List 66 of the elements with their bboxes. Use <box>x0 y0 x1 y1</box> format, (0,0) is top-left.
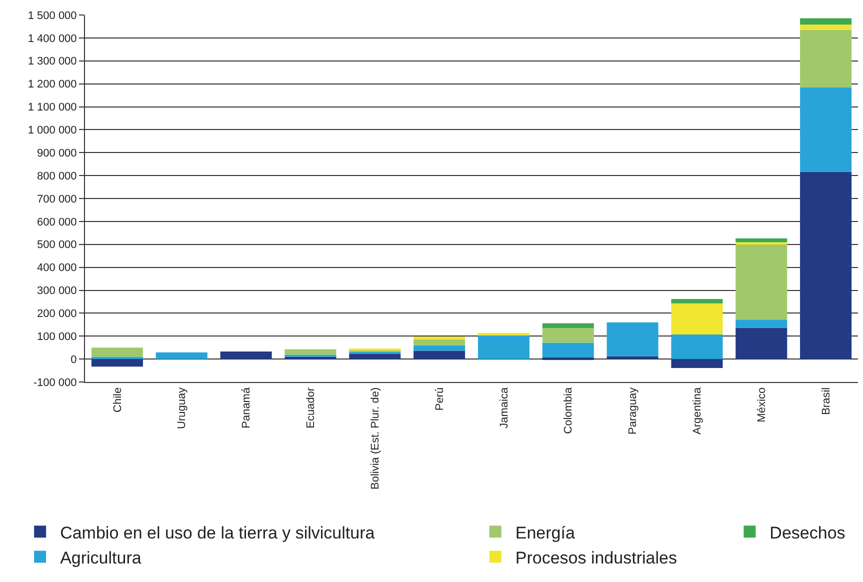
y-tick-label: 100 000 <box>37 330 77 343</box>
bar <box>91 348 143 357</box>
y-tick-label: 300 000 <box>37 285 77 298</box>
x-tick-label: Panamá <box>240 386 253 428</box>
legend-label: Desechos <box>770 523 846 542</box>
bar <box>542 357 594 360</box>
bar <box>542 323 594 328</box>
bar <box>542 342 594 358</box>
legend-label: Cambio en el uso de la tierra y silvicultura <box>60 523 376 542</box>
bar <box>91 359 143 367</box>
y-tick-label: 900 000 <box>37 147 77 160</box>
x-tick-label: Paraguay <box>627 386 640 434</box>
bar <box>800 30 852 88</box>
x-tick-label: Bolivia (Est. Plur. de) <box>369 387 382 490</box>
y-tick-label: 200 000 <box>37 308 77 320</box>
bar <box>414 350 466 360</box>
legend-label: Procesos industriales <box>515 548 677 568</box>
y-tick-label: 1 300 000 <box>28 56 77 68</box>
bar <box>671 359 723 368</box>
y-tick-label: 600 000 <box>37 216 77 228</box>
bar <box>671 298 723 304</box>
bar <box>220 351 272 360</box>
bar <box>606 356 658 360</box>
bar <box>736 320 788 328</box>
legend-label: Agricultura <box>60 548 142 568</box>
bar <box>800 24 852 30</box>
y-tick-label: 500 000 <box>37 239 77 252</box>
bar <box>349 354 401 360</box>
bar <box>414 339 466 346</box>
x-tick-label: Uruguay <box>176 386 188 429</box>
bar <box>156 352 208 360</box>
bar <box>671 334 723 360</box>
bar <box>800 172 852 360</box>
bar <box>736 238 788 242</box>
y-tick-label: 1 200 000 <box>28 78 77 91</box>
x-tick-label: México <box>756 387 768 422</box>
bar <box>414 345 466 351</box>
y-tick-label: 1 100 000 <box>28 102 77 114</box>
bar <box>736 244 788 320</box>
x-tick-label: Jamaica <box>498 386 510 428</box>
bar <box>606 322 658 356</box>
bar <box>478 332 530 336</box>
y-tick-label: 1 500 000 <box>28 10 77 22</box>
bar <box>284 349 336 355</box>
y-tick-label: -100 000 <box>33 376 77 389</box>
x-tick-label: Perú <box>434 387 446 411</box>
y-tick-label: 1 400 000 <box>28 32 77 45</box>
bar <box>800 18 852 25</box>
bar <box>671 303 723 335</box>
x-tick-label: Brasil <box>820 387 832 415</box>
bar <box>736 242 788 245</box>
legend-label: Energía <box>515 523 576 542</box>
x-tick-label: Chile <box>112 387 124 412</box>
bar <box>800 87 852 172</box>
bar <box>542 328 594 343</box>
x-tick-label: Colombia <box>562 386 575 434</box>
x-tick-label: Argentina <box>692 386 704 434</box>
y-tick-label: 700 000 <box>37 193 77 206</box>
bar <box>736 328 788 360</box>
y-tick-label: 800 000 <box>37 170 77 182</box>
y-tick-label: 1 000 000 <box>28 124 77 137</box>
y-tick-label: 0 <box>70 354 77 366</box>
bar <box>478 335 530 360</box>
y-tick-label: 400 000 <box>37 262 77 274</box>
x-tick-label: Ecuador <box>305 387 318 428</box>
bar <box>414 336 466 340</box>
